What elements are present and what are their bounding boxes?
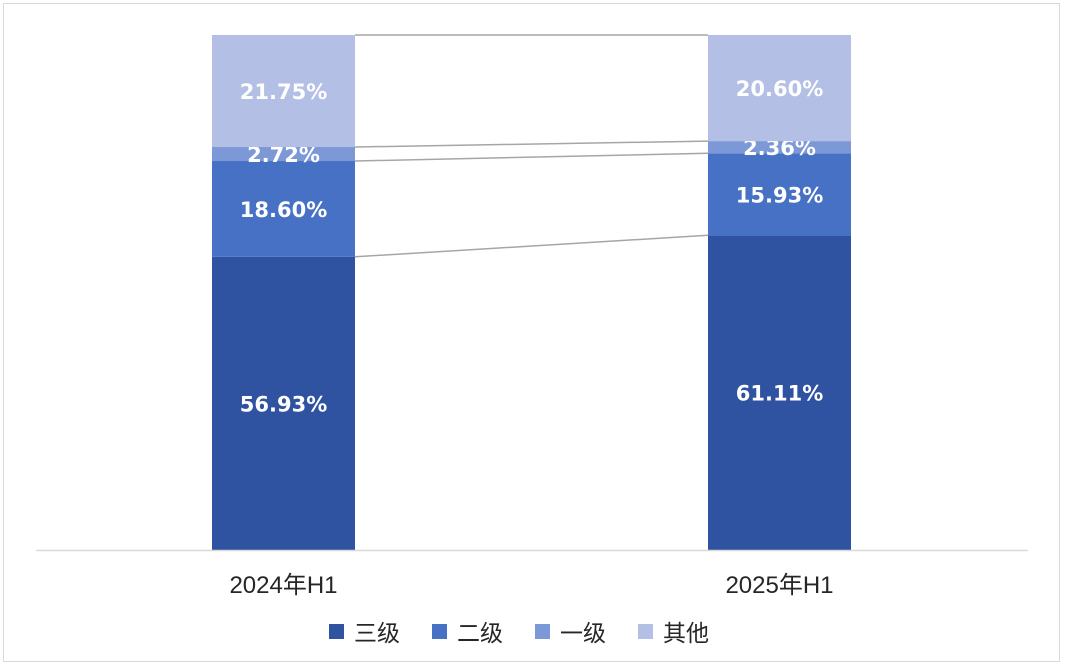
bar-segment [708, 235, 851, 550]
legend: 三级 二级 一级 其他 [329, 621, 709, 647]
bar-segment [212, 161, 355, 257]
bar-segment [708, 153, 851, 236]
data-label: 20.60% [736, 77, 823, 101]
chart-frame: 56.93% 18.60% 2.72% 21.75% 61.11% 15.93% 2.36%… [3, 3, 1060, 662]
data-label: 18.60% [240, 198, 327, 222]
x-tick-labels: 2024年H1 2025年H1 [229, 572, 833, 599]
bar-segment [212, 147, 355, 162]
legend-swatch [638, 624, 653, 639]
legend-swatch [329, 624, 344, 639]
bar-segment [212, 256, 355, 550]
bar-segment [708, 141, 851, 154]
legend-swatch [432, 624, 447, 639]
x-tick-label: 2025年H1 [725, 572, 833, 599]
data-label: 21.75% [240, 80, 327, 104]
series-line [354, 234, 709, 258]
legend-label: 其他 [663, 621, 709, 647]
series-line [354, 140, 709, 148]
series-lines [354, 34, 709, 258]
bar-segment [212, 35, 355, 148]
data-label: 2.72% [247, 143, 320, 167]
legend-label: 三级 [354, 621, 400, 647]
bar-segment [708, 35, 851, 142]
stacked-bar-chart: 56.93%18.60%2.72%21.75%61.11%15.93%2.36%… [36, 34, 1028, 647]
series-line [354, 152, 709, 162]
x-tick-label: 2024年H1 [229, 572, 337, 599]
data-label: 15.93% [736, 183, 823, 207]
legend-label: 二级 [457, 621, 503, 647]
legend-swatch [535, 624, 550, 639]
data-label: 56.93% [240, 392, 327, 416]
legend-label: 一级 [560, 621, 606, 647]
bars: 56.93%18.60%2.72%21.75%61.11%15.93%2.36%… [212, 35, 851, 550]
data-label: 61.11% [736, 382, 823, 406]
